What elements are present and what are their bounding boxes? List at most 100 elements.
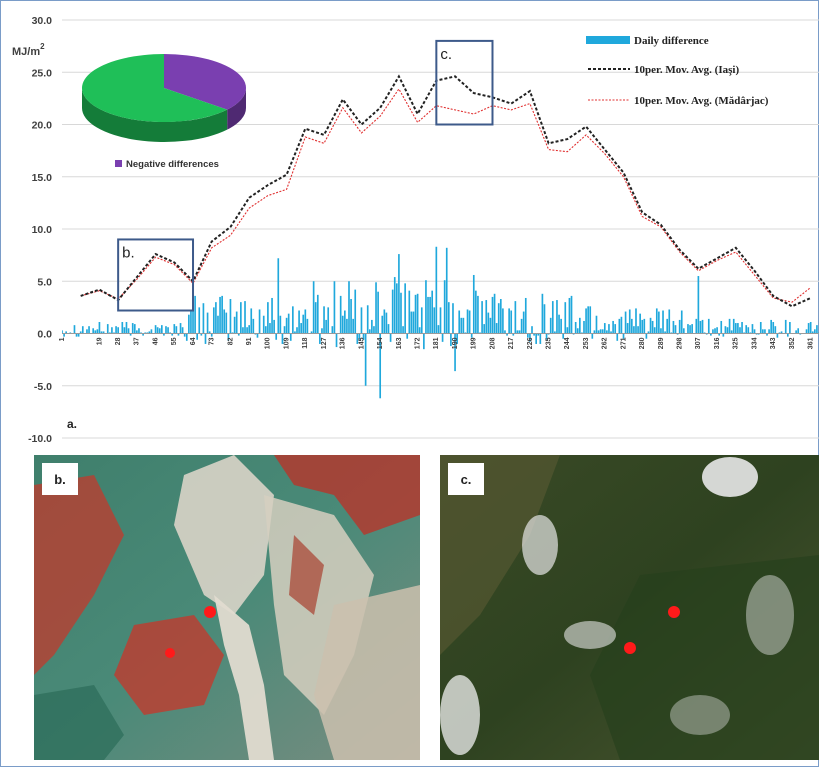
daily-difference-bar — [811, 331, 814, 334]
daily-difference-bar — [400, 292, 402, 334]
image-label-c: c. — [448, 463, 484, 495]
daily-difference-bar — [354, 289, 357, 334]
daily-difference-bar — [583, 320, 585, 334]
x-tick-label: 226 — [527, 337, 534, 349]
daily-difference-bar — [102, 331, 105, 334]
daily-difference-bar — [475, 290, 477, 334]
daily-difference-bar — [273, 319, 275, 334]
daily-difference-bar — [190, 310, 192, 334]
daily-difference-bar — [472, 274, 475, 334]
daily-difference-bar — [306, 318, 309, 334]
daily-difference-bar — [797, 328, 800, 334]
daily-difference-bar — [314, 302, 317, 334]
daily-difference-bar — [651, 320, 654, 334]
daily-difference-bar — [564, 302, 567, 334]
daily-difference-bar — [233, 316, 236, 334]
daily-difference-bar — [439, 307, 442, 334]
daily-difference-bar — [200, 333, 203, 336]
daily-difference-bar — [726, 327, 729, 334]
daily-difference-bar — [225, 312, 228, 334]
daily-difference-bar — [333, 281, 336, 334]
daily-difference-bar — [477, 295, 479, 334]
pie-chart — [82, 54, 246, 142]
y-tick-label: 20.0 — [32, 120, 53, 132]
image-label-b: b. — [42, 463, 78, 495]
daily-difference-bar — [745, 325, 748, 334]
daily-difference-bar — [610, 331, 612, 334]
daily-difference-bar — [202, 303, 205, 334]
daily-difference-bar — [362, 333, 365, 340]
daily-difference-bar — [581, 332, 583, 334]
daily-difference-bar — [699, 320, 702, 334]
daily-difference-bar — [63, 333, 65, 337]
daily-difference-bar — [125, 322, 128, 334]
daily-difference-bar — [198, 307, 201, 334]
daily-difference-bar — [146, 332, 149, 334]
daily-difference-bar — [716, 327, 718, 334]
daily-difference-bar — [264, 326, 267, 334]
daily-difference-bar — [381, 315, 384, 334]
daily-difference-bar — [497, 303, 500, 334]
daily-difference-bar — [371, 319, 373, 334]
daily-difference-bar — [287, 313, 290, 334]
daily-difference-bar — [554, 331, 556, 334]
x-tick-label: 244 — [564, 337, 571, 349]
daily-difference-bar — [406, 333, 409, 339]
x-tick-label: 199 — [471, 337, 478, 349]
daily-difference-bar — [722, 333, 725, 337]
daily-difference-bar — [163, 333, 165, 336]
x-tick-label: 307 — [695, 337, 702, 349]
daily-difference-bar — [115, 326, 117, 334]
daily-difference-bar — [639, 313, 641, 334]
daily-difference-bar — [177, 333, 180, 336]
daily-difference-bar — [212, 307, 215, 334]
daily-difference-bar — [603, 323, 606, 334]
daily-difference-bar — [720, 320, 723, 334]
daily-difference-bar — [227, 333, 230, 341]
daily-difference-bar — [167, 327, 169, 334]
daily-difference-bar — [129, 333, 132, 336]
daily-difference-bars — [62, 246, 819, 399]
x-tick-label: 343 — [770, 337, 777, 349]
daily-difference-bar — [485, 300, 488, 334]
daily-difference-bar — [300, 323, 302, 334]
daily-difference-bar — [514, 301, 517, 334]
zoom-boxes: b. c. — [117, 39, 494, 312]
daily-difference-bar — [678, 319, 681, 334]
daily-difference-bar — [508, 308, 510, 334]
daily-difference-bar — [807, 323, 810, 334]
y-tick-label: 5.0 — [37, 276, 52, 288]
daily-difference-bar — [150, 329, 153, 334]
daily-difference-bar — [75, 333, 78, 337]
daily-difference-bar — [728, 318, 731, 334]
daily-difference-bar — [277, 258, 280, 334]
daily-difference-bar — [529, 333, 531, 342]
daily-difference-bar — [734, 323, 737, 334]
daily-difference-bar — [235, 311, 238, 334]
daily-difference-bar — [549, 317, 552, 334]
x-tick-label: 19 — [96, 337, 103, 345]
x-tick-label: 280 — [639, 337, 646, 349]
x-tick-label: 316 — [714, 337, 721, 349]
daily-difference-bar — [208, 331, 211, 334]
daily-difference-bar — [450, 333, 452, 347]
daily-difference-bar — [618, 318, 621, 334]
daily-difference-bar — [395, 283, 398, 334]
daily-difference-bar — [458, 310, 461, 334]
daily-difference-bar — [556, 300, 558, 334]
daily-difference-bar — [408, 290, 411, 334]
x-tick-label: 352 — [789, 337, 796, 349]
y-tick-label: 15.0 — [32, 172, 53, 184]
daily-difference-bar — [414, 294, 417, 334]
daily-difference-bar — [551, 301, 554, 334]
daily-difference-bar — [339, 295, 342, 334]
daily-difference-bar — [289, 333, 292, 341]
daily-difference-bar — [420, 307, 423, 334]
daily-difference-bar — [281, 333, 284, 344]
daily-difference-bar — [206, 312, 209, 334]
legend-swatch-daily-difference — [586, 36, 630, 44]
daily-difference-bar — [73, 325, 76, 334]
daily-difference-bar — [568, 297, 571, 334]
daily-difference-bar — [92, 328, 95, 334]
daily-difference-bar — [113, 332, 115, 334]
